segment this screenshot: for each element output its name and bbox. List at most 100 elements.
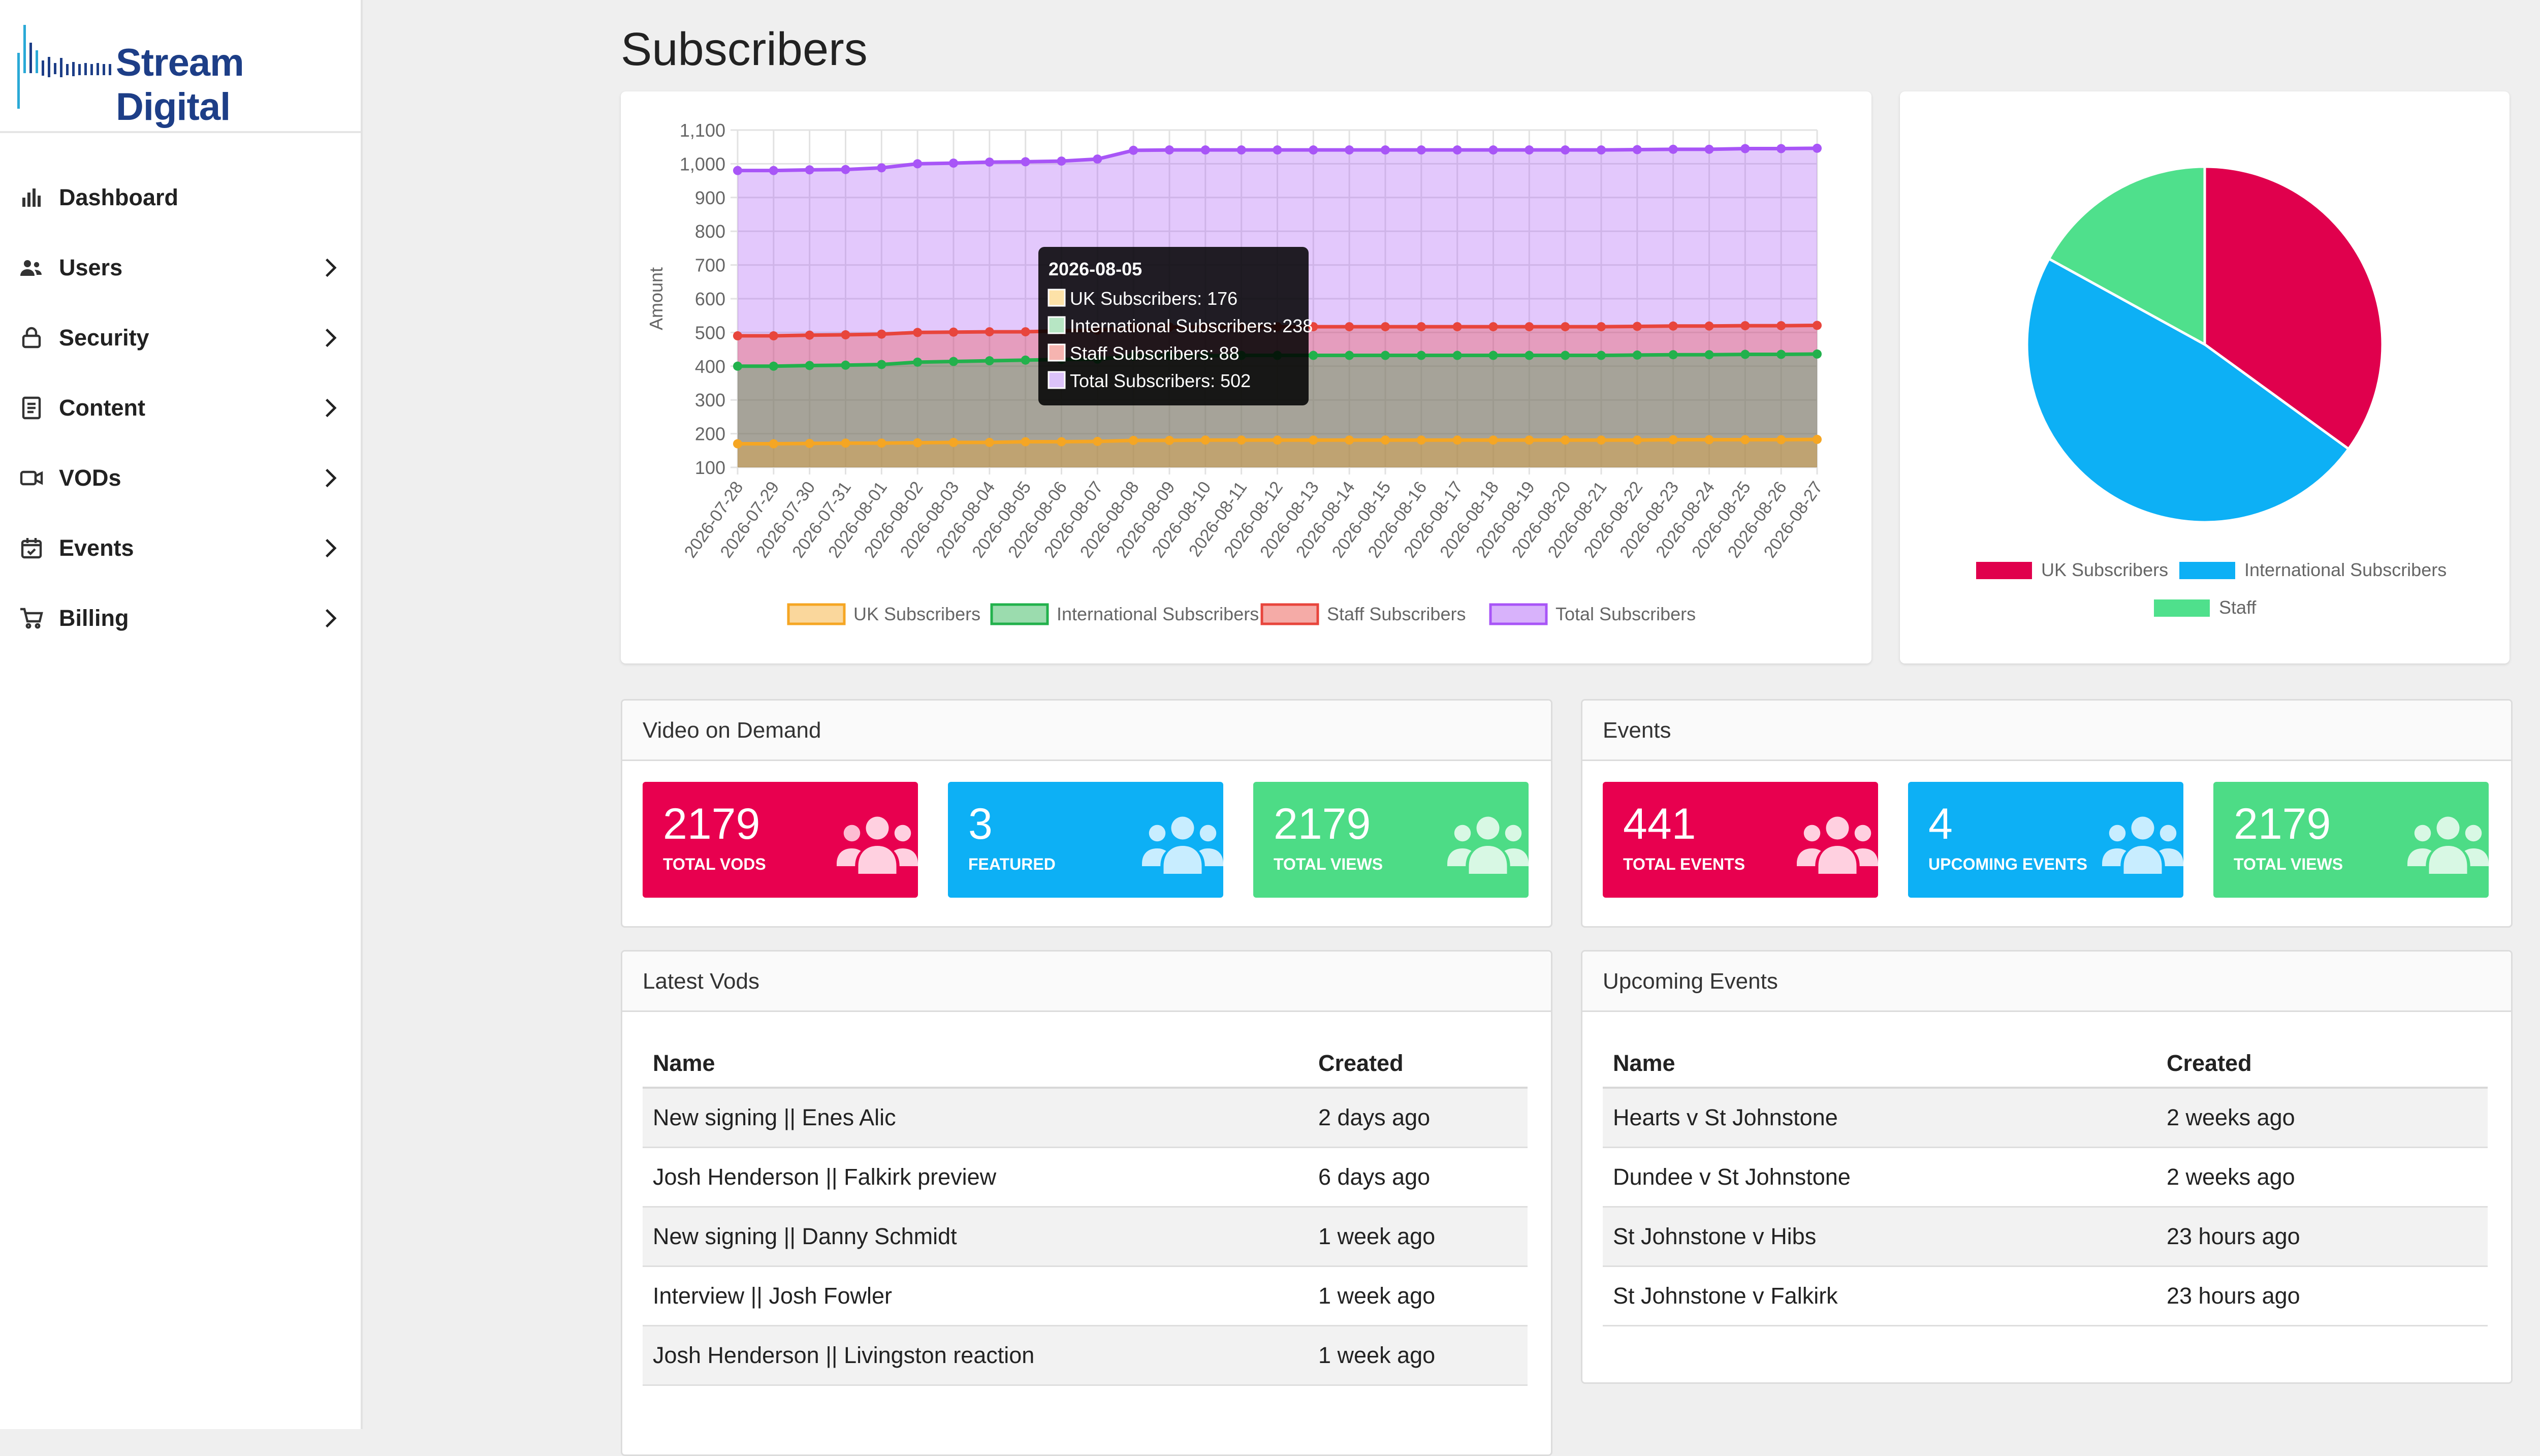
sidebar-item-content[interactable]: Content <box>0 373 361 443</box>
data-point[interactable] <box>769 439 778 449</box>
data-point[interactable] <box>1525 322 1534 332</box>
stat-tile-total-vods[interactable]: 2179 Total VODs <box>643 782 918 898</box>
legend-item[interactable]: Staff Subscribers <box>1260 603 1466 625</box>
data-point[interactable] <box>1776 435 1786 445</box>
data-point[interactable] <box>841 360 850 370</box>
data-point[interactable] <box>949 437 958 447</box>
data-point[interactable] <box>1309 435 1318 445</box>
data-point[interactable] <box>1309 351 1318 360</box>
stat-tile-total-events[interactable]: 441 Total Events <box>1603 782 1878 898</box>
data-point[interactable] <box>1345 322 1354 332</box>
pie-slice[interactable] <box>2025 257 2351 524</box>
data-point[interactable] <box>1597 322 1606 332</box>
data-point[interactable] <box>1561 351 1570 360</box>
data-point[interactable] <box>1525 351 1534 360</box>
data-point[interactable] <box>1561 435 1570 445</box>
data-point[interactable] <box>1525 145 1534 155</box>
data-point[interactable] <box>733 361 742 371</box>
data-point[interactable] <box>1416 322 1426 332</box>
data-point[interactable] <box>1704 350 1714 360</box>
legend-item[interactable]: UK Subscribers <box>787 603 980 625</box>
data-point[interactable] <box>1632 145 1642 154</box>
data-point[interactable] <box>949 327 958 337</box>
data-point[interactable] <box>1416 435 1426 445</box>
data-point[interactable] <box>985 437 994 447</box>
data-point[interactable] <box>1273 435 1282 445</box>
data-point[interactable] <box>1129 145 1138 155</box>
data-point[interactable] <box>985 157 994 167</box>
data-point[interactable] <box>1452 145 1462 155</box>
data-point[interactable] <box>769 361 778 371</box>
stat-tile-total-views[interactable]: 2179 Total Views <box>2213 782 2489 898</box>
data-point[interactable] <box>877 329 886 339</box>
data-point[interactable] <box>1813 349 1822 359</box>
sidebar-item-users[interactable]: Users <box>0 233 361 303</box>
table-row[interactable]: Dundee v St Johnstone 2 weeks ago <box>1603 1147 2488 1208</box>
data-point[interactable] <box>1776 350 1786 359</box>
data-point[interactable] <box>1200 435 1210 445</box>
data-point[interactable] <box>769 331 778 341</box>
legend-item[interactable]: UK Subscribers <box>1976 559 2168 580</box>
data-point[interactable] <box>805 330 814 340</box>
data-point[interactable] <box>1668 144 1678 154</box>
data-point[interactable] <box>985 327 994 337</box>
data-point[interactable] <box>913 438 923 448</box>
data-point[interactable] <box>877 163 886 173</box>
data-point[interactable] <box>1236 145 1246 155</box>
stat-tile-featured[interactable]: 3 Featured <box>948 782 1223 898</box>
data-point[interactable] <box>1597 435 1606 445</box>
data-point[interactable] <box>841 438 850 448</box>
data-point[interactable] <box>1021 327 1030 337</box>
sidebar-item-events[interactable]: Events <box>0 513 361 583</box>
data-point[interactable] <box>1704 321 1714 331</box>
table-row[interactable]: Hearts v St Johnstone 2 weeks ago <box>1603 1088 2488 1148</box>
data-point[interactable] <box>1704 435 1714 445</box>
data-point[interactable] <box>1668 350 1678 360</box>
legend-item[interactable]: Total Subscribers <box>1489 603 1696 625</box>
data-point[interactable] <box>1381 351 1390 360</box>
data-point[interactable] <box>1740 435 1750 445</box>
data-point[interactable] <box>1309 322 1318 332</box>
data-point[interactable] <box>1165 435 1174 445</box>
data-point[interactable] <box>913 357 923 367</box>
pie-slice[interactable] <box>2203 165 2384 451</box>
data-point[interactable] <box>985 356 994 366</box>
data-point[interactable] <box>1488 435 1498 445</box>
data-point[interactable] <box>1021 157 1030 167</box>
data-point[interactable] <box>1632 435 1642 445</box>
table-row[interactable]: New signing || Danny Schmidt 1 week ago <box>643 1207 1528 1267</box>
data-point[interactable] <box>841 165 850 174</box>
data-point[interactable] <box>1561 322 1570 332</box>
data-point[interactable] <box>1632 322 1642 331</box>
data-point[interactable] <box>733 331 742 341</box>
data-point[interactable] <box>805 438 814 448</box>
data-point[interactable] <box>1057 156 1066 166</box>
data-point[interactable] <box>1200 145 1210 155</box>
table-row[interactable]: St Johnstone v Hibs 23 hours ago <box>1603 1207 2488 1267</box>
data-point[interactable] <box>733 166 742 175</box>
data-point[interactable] <box>1345 145 1354 155</box>
data-point[interactable] <box>1309 145 1318 155</box>
data-point[interactable] <box>1704 144 1714 154</box>
data-point[interactable] <box>1021 437 1030 447</box>
data-point[interactable] <box>913 159 923 169</box>
table-row[interactable]: Josh Henderson || Falkirk preview 6 days … <box>643 1147 1528 1208</box>
data-point[interactable] <box>805 361 814 370</box>
data-point[interactable] <box>1381 322 1390 332</box>
data-point[interactable] <box>733 439 742 449</box>
data-point[interactable] <box>1416 145 1426 155</box>
data-point[interactable] <box>1093 436 1102 446</box>
data-point[interactable] <box>913 328 923 337</box>
sidebar-item-billing[interactable]: Billing <box>0 583 361 653</box>
data-point[interactable] <box>1165 145 1174 155</box>
data-point[interactable] <box>1129 435 1138 445</box>
data-point[interactable] <box>1813 143 1822 153</box>
data-point[interactable] <box>805 165 814 175</box>
data-point[interactable] <box>1813 321 1822 330</box>
data-point[interactable] <box>1021 355 1030 365</box>
data-point[interactable] <box>1632 350 1642 360</box>
data-point[interactable] <box>1057 437 1066 447</box>
sidebar-item-security[interactable]: Security <box>0 303 361 373</box>
data-point[interactable] <box>949 159 958 168</box>
legend-item[interactable]: International Subscribers <box>990 603 1259 625</box>
